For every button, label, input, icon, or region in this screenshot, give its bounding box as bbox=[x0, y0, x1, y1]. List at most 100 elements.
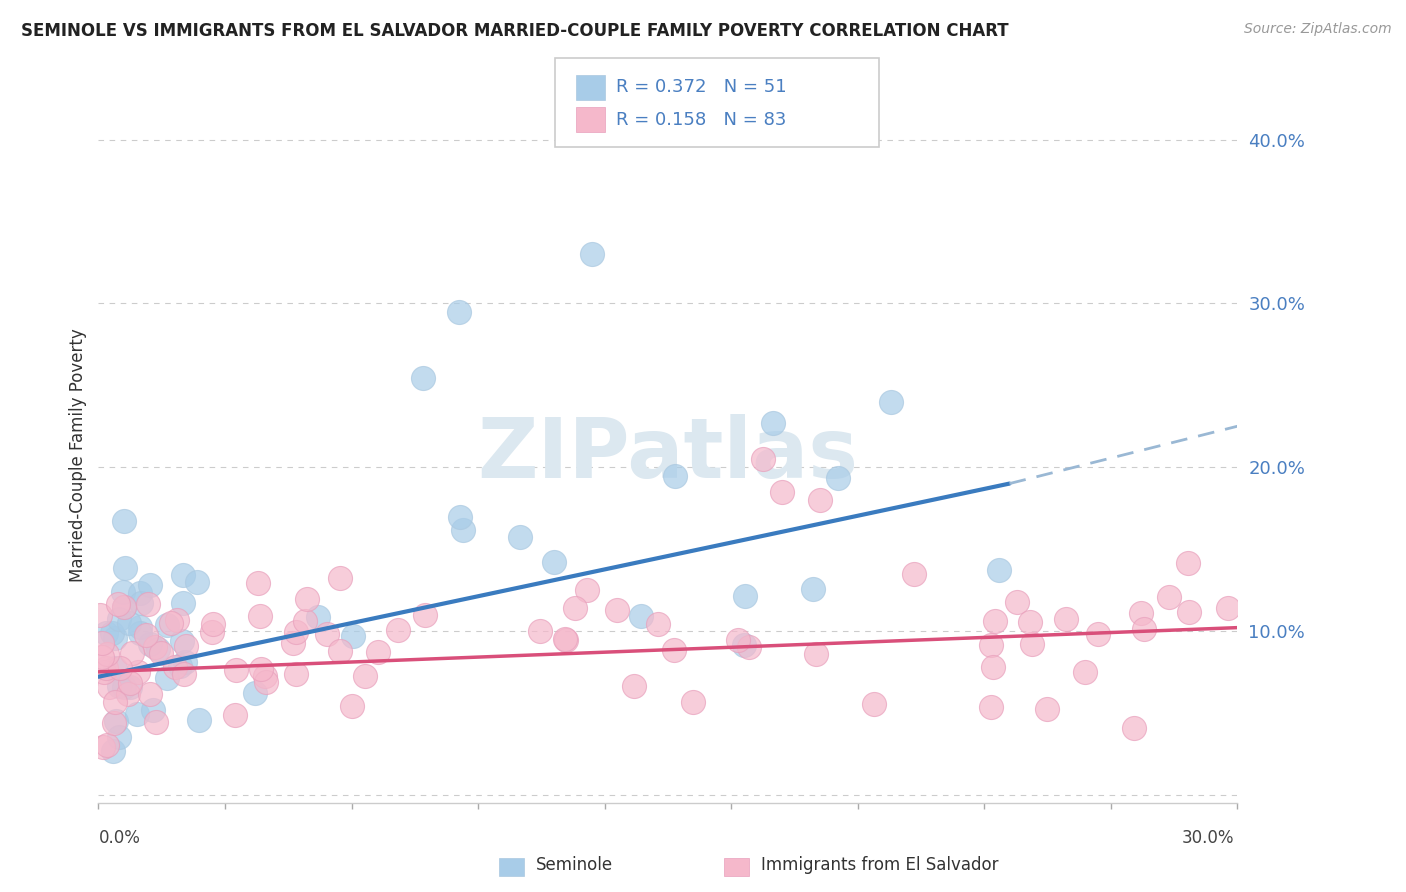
Point bbox=[129, 586, 152, 600]
Text: ZIPatlas: ZIPatlas bbox=[478, 415, 858, 495]
Text: Source: ZipAtlas.com: Source: ZipAtlas.com bbox=[1244, 22, 1392, 37]
Point bbox=[415, 608, 437, 623]
Point bbox=[108, 679, 131, 693]
Point bbox=[903, 566, 925, 581]
Point bbox=[118, 681, 141, 695]
Point bbox=[121, 646, 143, 660]
Point bbox=[143, 640, 166, 654]
Point bbox=[284, 667, 307, 681]
Point bbox=[412, 371, 434, 385]
Point bbox=[172, 568, 194, 582]
Point bbox=[281, 636, 304, 650]
Text: R = 0.372   N = 51: R = 0.372 N = 51 bbox=[616, 78, 786, 96]
Point bbox=[129, 620, 152, 634]
Point bbox=[96, 626, 118, 640]
Point bbox=[342, 630, 364, 644]
Point bbox=[129, 595, 152, 609]
Point bbox=[160, 615, 183, 630]
Point bbox=[142, 703, 165, 717]
Point bbox=[1157, 590, 1180, 604]
Point bbox=[253, 669, 276, 683]
Point bbox=[808, 492, 831, 507]
Point bbox=[984, 614, 1007, 628]
Point bbox=[118, 676, 141, 690]
Point bbox=[108, 730, 131, 744]
Point bbox=[329, 571, 352, 585]
Point bbox=[104, 714, 127, 728]
Point bbox=[129, 625, 152, 640]
Point bbox=[112, 599, 135, 614]
Point bbox=[108, 661, 131, 675]
Point bbox=[294, 615, 316, 629]
Point bbox=[224, 707, 246, 722]
Point bbox=[111, 585, 134, 599]
Point bbox=[186, 575, 208, 590]
Point bbox=[734, 589, 756, 603]
Point bbox=[156, 671, 179, 685]
Point bbox=[247, 576, 270, 591]
Point bbox=[575, 583, 598, 598]
Point bbox=[387, 623, 409, 637]
Point bbox=[509, 530, 531, 544]
Point bbox=[1021, 637, 1043, 651]
Point bbox=[664, 468, 686, 483]
Point bbox=[863, 697, 886, 711]
Point bbox=[138, 636, 160, 650]
Text: SEMINOLE VS IMMIGRANTS FROM EL SALVADOR MARRIED-COUPLE FAMILY POVERTY CORRELATIO: SEMINOLE VS IMMIGRANTS FROM EL SALVADOR … bbox=[21, 22, 1008, 40]
Point bbox=[329, 644, 352, 658]
Point bbox=[827, 471, 849, 485]
Point bbox=[606, 603, 628, 617]
Point bbox=[250, 662, 273, 676]
Point bbox=[307, 610, 329, 624]
Point bbox=[101, 626, 124, 640]
Point bbox=[170, 633, 193, 648]
Point bbox=[623, 679, 645, 693]
Point bbox=[225, 663, 247, 677]
Text: R = 0.158   N = 83: R = 0.158 N = 83 bbox=[616, 111, 786, 128]
Point bbox=[103, 661, 125, 675]
Point bbox=[449, 304, 471, 318]
Point bbox=[733, 638, 755, 652]
Point bbox=[243, 686, 266, 700]
Point bbox=[104, 631, 127, 645]
Point bbox=[166, 613, 188, 627]
Point bbox=[156, 618, 179, 632]
Point bbox=[139, 687, 162, 701]
Point bbox=[104, 694, 127, 708]
Point bbox=[90, 650, 112, 665]
Point bbox=[529, 624, 551, 638]
Point bbox=[108, 612, 131, 626]
Point bbox=[1054, 612, 1077, 626]
Point bbox=[117, 688, 139, 702]
Point bbox=[315, 627, 337, 641]
Point bbox=[1087, 627, 1109, 641]
Point bbox=[114, 680, 136, 694]
Y-axis label: Married-Couple Family Poverty: Married-Couple Family Poverty bbox=[69, 328, 87, 582]
Point bbox=[880, 395, 903, 409]
Point bbox=[762, 416, 785, 430]
Point bbox=[981, 660, 1004, 674]
Point bbox=[127, 665, 149, 679]
Point bbox=[112, 599, 135, 614]
Point bbox=[187, 714, 209, 728]
Point bbox=[752, 452, 775, 467]
Point bbox=[1216, 601, 1239, 615]
Text: Immigrants from El Salvador: Immigrants from El Salvador bbox=[761, 856, 998, 874]
Point bbox=[647, 617, 669, 632]
Point bbox=[1074, 665, 1097, 679]
Point bbox=[174, 639, 197, 653]
Point bbox=[91, 739, 114, 754]
Point bbox=[169, 659, 191, 673]
Point bbox=[988, 563, 1011, 577]
Point bbox=[163, 659, 186, 673]
Point bbox=[89, 608, 111, 623]
Text: 0.0%: 0.0% bbox=[98, 829, 141, 847]
Point bbox=[93, 665, 115, 679]
Point bbox=[1177, 605, 1199, 619]
Point bbox=[91, 636, 114, 650]
Point bbox=[564, 600, 586, 615]
Point bbox=[145, 714, 167, 729]
Point bbox=[96, 738, 118, 752]
Point bbox=[367, 645, 389, 659]
Point bbox=[581, 247, 603, 261]
